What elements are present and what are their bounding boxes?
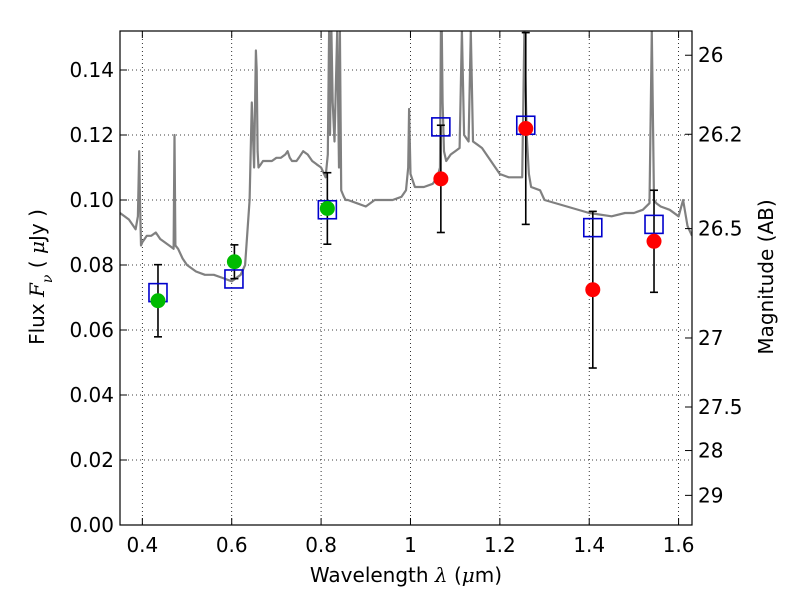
y2-tick-label: 26	[698, 43, 723, 67]
observed-flux-point	[646, 233, 662, 249]
model-photometry-square	[431, 117, 451, 137]
template-spectrum-line	[120, 31, 692, 283]
observed-flux-point	[585, 282, 601, 298]
y-tick-label: 0.00	[69, 513, 114, 537]
y-tick-label: 0.06	[69, 318, 114, 342]
x-tick-label: 0.8	[305, 533, 337, 557]
x-tick-label: 1.2	[484, 533, 516, 557]
y-tick-label: 0.08	[69, 253, 114, 277]
y2-tick-label: 27	[698, 326, 723, 350]
x-tick-label: 0.4	[126, 533, 158, 557]
y2-tick-label: 29	[698, 483, 723, 507]
y2-tick-label: 27.5	[698, 395, 743, 419]
model-photometry-square	[644, 214, 664, 235]
y-tick-label: 0.12	[69, 123, 114, 147]
x-tick-label: 1	[404, 533, 417, 557]
observed-flux-point	[518, 121, 534, 136]
grid-lines	[120, 31, 692, 526]
model-photometry-square	[582, 217, 603, 238]
model-photometry-square	[317, 199, 338, 220]
model-photometry-square	[224, 269, 244, 289]
x-axis-label: Wavelength λ (μm)	[310, 563, 502, 587]
y2-axis-label: Magnitude (AB)	[754, 199, 778, 354]
y2-tick-label: 26.2	[698, 122, 743, 146]
y-axis-label: Flux Fν ( μJy )	[25, 209, 56, 345]
plot-series	[120, 31, 692, 369]
observed-flux-point	[150, 293, 166, 309]
x-tick-label: 1.4	[573, 533, 605, 557]
axis-ticks: 0.4 0.6 0.8 1 1.2 1.4 1.6 0.00 0.02 0.04 0.06 0.08 0…	[69, 31, 743, 557]
plot-frame	[119, 30, 693, 526]
y2-tick-label: 28	[698, 439, 723, 463]
x-tick-label: 1.6	[663, 533, 695, 557]
y-tick-label: 0.04	[69, 383, 114, 407]
y-tick-label: 0.02	[69, 448, 114, 472]
y2-tick-label: 26.5	[698, 217, 743, 241]
observed-flux-point	[433, 171, 449, 187]
y-tick-label: 0.14	[69, 58, 114, 82]
observed-flux-point	[226, 254, 242, 270]
x-tick-label: 0.6	[216, 533, 248, 557]
y-tick-label: 0.10	[69, 188, 114, 212]
observed-flux-point	[319, 200, 335, 216]
